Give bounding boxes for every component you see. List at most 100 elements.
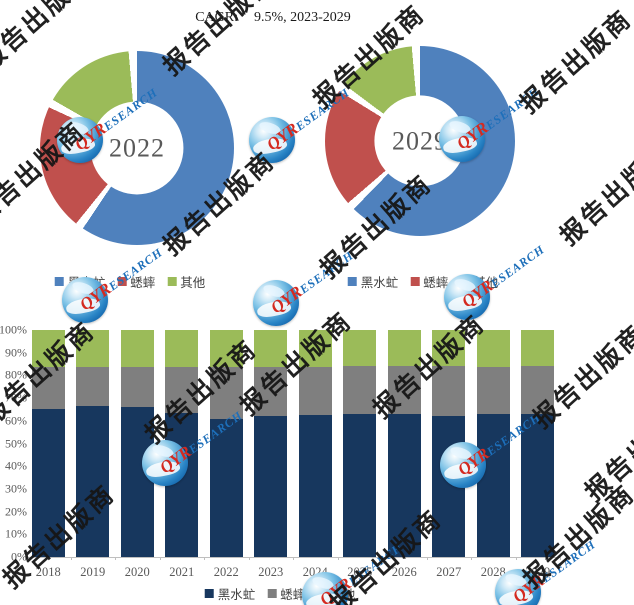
globe-icon [495, 569, 541, 605]
bar-column-2020 [120, 330, 154, 557]
x-axis-label: 2023 [258, 565, 284, 579]
legend-item: 蟋蟀 [267, 584, 305, 603]
x-axis-tick [560, 557, 561, 560]
x-axis-tick [248, 557, 250, 560]
legend-label: 黑水虻 [217, 588, 256, 602]
qyresearch-watermark-logo: QYRESEARCH [142, 408, 245, 486]
bar-column-2023 [254, 330, 288, 557]
bar-segment-蟋蟀 [476, 367, 510, 414]
legend-item: 黑水虻 [347, 272, 398, 291]
qyresearch-watermark-logo: QYRESEARCH [302, 540, 405, 605]
x-axis-label: 2021 [169, 565, 195, 579]
cagr-label: CAGR: [195, 10, 238, 25]
bar-column-2018 [31, 330, 65, 557]
x-axis-tick [515, 557, 517, 560]
qyresearch-watermark-logo: QYRESEARCH [439, 84, 542, 162]
y-axis-label: 60% [5, 413, 27, 428]
bar-segment-蟋蟀 [209, 367, 243, 419]
bar-segment-蟋蟀 [521, 366, 555, 414]
globe-icon [253, 280, 299, 326]
y-axis-label: 20% [5, 504, 27, 519]
y-axis-label: 40% [5, 458, 27, 473]
bar-segment-其他 [165, 330, 199, 368]
logo-text-esearch: ESEARCH [487, 242, 548, 291]
legend-swatch [347, 277, 357, 286]
x-axis-label: 2019 [80, 565, 106, 579]
legend-item: 其他 [167, 272, 205, 291]
bar-column-2029 [521, 330, 555, 557]
x-axis-tick [115, 557, 116, 560]
legend-item: 蟋蟀 [410, 272, 448, 291]
qyresearch-watermark-logo: QYRESEARCH [57, 85, 160, 163]
bar-segment-其他 [76, 330, 110, 368]
bar-segment-蟋蟀 [298, 367, 332, 416]
x-axis-tick [293, 557, 294, 560]
bar-segment-黑水虻 [76, 406, 110, 557]
y-axis-label: 50% [5, 436, 27, 450]
x-axis-label: 2025 [347, 565, 373, 579]
chart-title: CAGR: 9.5%, 2023-2029 [195, 10, 351, 26]
legend-label: 蟋蟀 [423, 276, 449, 290]
y-axis-label: 0% [11, 549, 27, 564]
bar-segment-蟋蟀 [254, 367, 288, 417]
bar-segment-其他 [120, 330, 154, 368]
x-axis-tick [159, 557, 161, 560]
bar-segment-黑水虻 [209, 418, 243, 557]
watermark-text: 报告出版商 [514, 3, 634, 119]
bar-segment-其他 [209, 330, 243, 368]
bar-segment-其他 [432, 330, 466, 367]
y-axis-label: 90% [5, 345, 27, 360]
bar-segment-黑水虻 [387, 413, 421, 557]
x-axis-tick [426, 557, 428, 560]
bar-column-2024 [298, 330, 332, 557]
legend-swatch [410, 277, 420, 286]
y-axis-label: 30% [5, 481, 27, 496]
bar-segment-其他 [521, 330, 555, 367]
bar-segment-其他 [387, 330, 421, 367]
bar-column-2022 [209, 330, 243, 557]
bar-segment-黑水虻 [254, 416, 288, 557]
bar-segment-蟋蟀 [165, 367, 199, 413]
x-axis-label: 2020 [124, 565, 150, 579]
bar-segment-蟋蟀 [31, 367, 65, 410]
y-axis-label: 80% [5, 367, 27, 382]
bar-segment-黑水虻 [31, 409, 65, 557]
x-axis-tick [26, 557, 27, 560]
legend-label: 蟋蟀 [130, 276, 156, 290]
bar-segment-其他 [31, 330, 65, 368]
globe-icon [439, 116, 485, 162]
legend-swatch [54, 277, 64, 286]
donut-center-label-2022: 2022 [108, 132, 165, 162]
bar-segment-其他 [298, 330, 332, 368]
bar-segment-黑水虻 [521, 413, 555, 557]
x-axis-tick [337, 557, 339, 560]
bar-segment-黑水虻 [343, 413, 377, 557]
x-axis-label: 2027 [436, 565, 462, 579]
bar-segment-黑水虻 [298, 415, 332, 557]
x-axis-tick [70, 557, 72, 560]
globe-icon [444, 274, 490, 320]
legend-swatch [267, 589, 277, 598]
bar-column-2027 [432, 330, 466, 557]
legend-swatch [117, 277, 127, 286]
globe-icon [440, 442, 486, 488]
bar-segment-蟋蟀 [387, 366, 421, 414]
x-axis-tick [204, 557, 205, 560]
x-axis-label: 2026 [391, 565, 417, 579]
x-axis-label: 2028 [480, 565, 506, 579]
stacked-bar-plot [26, 330, 560, 557]
bar-column-2025 [343, 330, 377, 557]
bar-segment-黑水虻 [120, 407, 154, 557]
x-axis-tick [382, 557, 383, 560]
qyresearch-watermark-logo: QYRESEARCH [62, 245, 165, 323]
bar-segment-其他 [476, 330, 510, 368]
bar-segment-其他 [254, 330, 288, 368]
watermark-text: 报告出版商 [554, 135, 634, 251]
globe-icon [302, 572, 348, 605]
legend-item: 黑水虻 [204, 584, 256, 603]
qyresearch-watermark-logo: QYRESEARCH [444, 242, 547, 320]
x-axis-label: 2018 [35, 565, 61, 579]
bar-segment-蟋蟀 [432, 366, 466, 417]
legend-item: 蟋蟀 [117, 272, 155, 291]
qyresearch-watermark-logo: QYRESEARCH [440, 410, 543, 488]
